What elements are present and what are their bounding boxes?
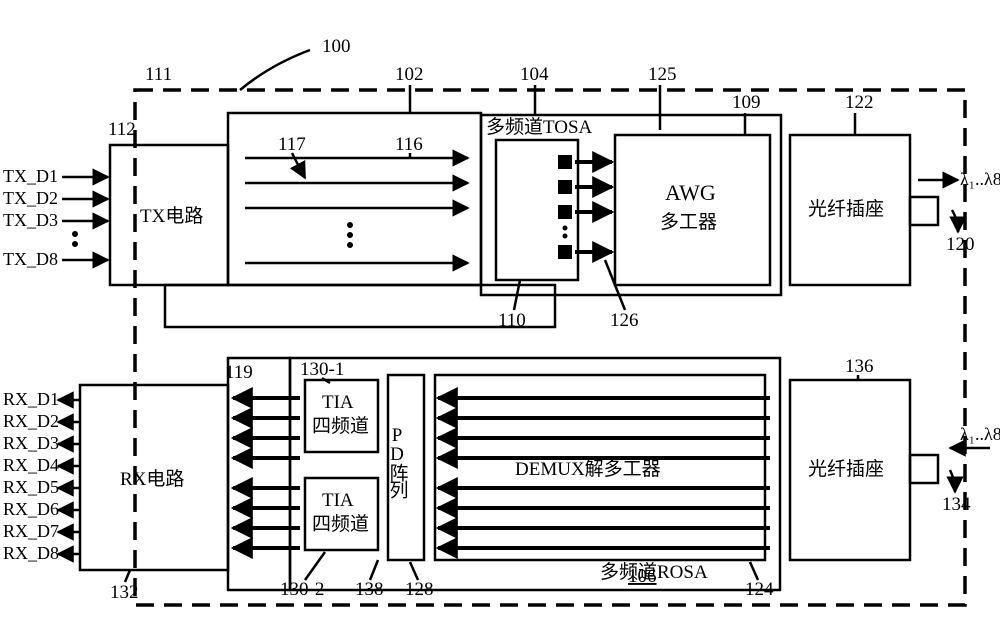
label-111: 111 [145,64,172,85]
tia2-l1: TIA [322,490,354,511]
tia1-l1: TIA [322,392,354,413]
label-119: 119 [225,362,253,383]
awg2: 多工器 [660,211,717,233]
rxd8: RX_D8 [3,543,59,563]
awg-box [615,135,770,285]
pd-label: PD阵列 [387,425,408,499]
rxd7: RX_D7 [3,521,59,541]
label-132: 132 [110,582,139,603]
lambda-out: λ₁..λ8 [960,169,1000,189]
label-138: 138 [355,579,384,600]
rx-rail [228,358,290,590]
awg1: AWG [665,180,716,205]
label-125: 125 [648,64,677,85]
tia1-l2: 四频道 [312,415,369,437]
rxd1: RX_D1 [3,389,59,409]
rxd2: RX_D2 [3,411,59,431]
rxd5: RX_D5 [3,477,59,497]
fiber-rx-label: 光纤插座 [808,458,884,480]
label-112: 112 [108,119,136,140]
label-130-2: 130-2 [280,579,324,600]
fiber-tx-label: 光纤插座 [808,198,884,220]
label-134: 134 [942,494,971,515]
tosa-box [481,115,781,295]
label-124: 124 [745,579,774,600]
label-117: 117 [278,134,306,155]
label-126: 126 [610,310,639,331]
tx-circuit-label: TX电路 [140,205,203,227]
demux-label: DEMUX解多工器 [515,458,661,480]
label-104: 104 [520,64,549,85]
txd3: TX_D3 [3,210,58,230]
txd8: TX_D8 [3,249,58,269]
label-130-1: 130-1 [300,359,344,380]
rxd3: RX_D3 [3,433,59,453]
txd1: TX_D1 [3,166,58,186]
label-106: 106 [628,566,657,587]
upper-rail [228,113,481,285]
label-116: 116 [395,134,423,155]
rx-circuit-label: RX电路 [120,468,184,490]
block-diagram: 100 111 102 104 125 109 122 TX电路 112 TX_… [0,0,1000,630]
txd2: TX_D2 [3,188,58,208]
rxd4: RX_D4 [3,455,59,475]
label-109: 109 [732,92,761,113]
mid-rail [165,285,555,327]
label-100: 100 [322,36,351,57]
tia2-l2: 四频道 [312,513,369,535]
fiber-stub-tx [910,197,938,225]
tosa-title: 多频道TOSA [486,116,593,138]
label-128: 128 [405,579,434,600]
fiber-stub-rx [910,455,938,483]
label-102: 102 [395,64,424,85]
lambda-in: λ₁..λ8 [960,424,1000,444]
leader-100 [240,50,310,90]
label-122: 122 [845,92,874,113]
label-120: 120 [946,234,975,255]
rxd6: RX_D6 [3,499,59,519]
label-136: 136 [845,356,874,377]
